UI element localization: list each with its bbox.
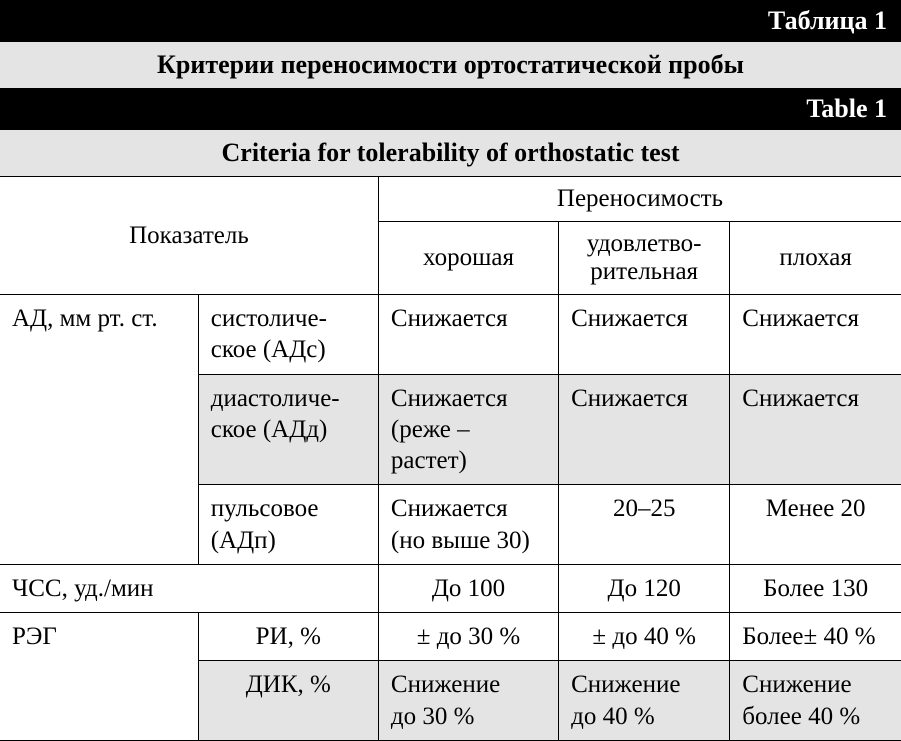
sub-label: систоличе-ское (АДс) [198,295,378,375]
cell-poor: Снижениеболее 40 % [730,661,901,741]
table-row: АД, мм рт. ст. систоличе-ское (АДс) Сниж… [0,295,901,375]
header-good: хорошая [378,222,558,295]
table-row: ЧСС, уд./мин До 100 До 120 Более 130 [0,564,901,612]
cell-good: До 100 [378,564,558,612]
cell-good: Снижениедо 30 % [378,661,558,741]
cell-sat: Снижениедо 40 % [559,661,730,741]
cell-sat: Снижается [559,295,730,375]
cell-sat: Снижается [559,374,730,485]
criteria-table: Таблица 1 Критерии переносимости ортоста… [0,0,901,741]
table-caption-ru: Критерии переносимости ортостатической п… [0,42,901,88]
header-row-1: Показатель Переносимость [0,177,901,222]
group-label: АД, мм рт. ст. [0,295,198,565]
sub-label: ДИК, % [198,661,378,741]
group-label: РЭГ [0,613,198,741]
header-poor: плохая [730,222,901,295]
header-indicator: Показатель [0,177,378,295]
cell-poor: Менее 20 [730,485,901,565]
cell-sat: До 120 [559,564,730,612]
table-number-ru: Таблица 1 [0,0,901,42]
table-container: Таблица 1 Критерии переносимости ортоста… [0,0,901,741]
table-number-en: Table 1 [0,88,901,130]
caption-ru-row: Критерии переносимости ортостатической п… [0,42,901,88]
band-ru: Таблица 1 [0,0,901,42]
cell-good: Снижается(но выше 30) [378,485,558,565]
cell-sat: ± до 40 % [559,613,730,661]
cell-poor: Снижается [730,374,901,485]
cell-poor: Снижается [730,295,901,375]
band-en: Table 1 [0,88,901,130]
cell-poor: Более 130 [730,564,901,612]
cell-sat: 20–25 [559,485,730,565]
group-label: ЧСС, уд./мин [0,564,378,612]
table-caption-en: Criteria for tolerability of orthostatic… [0,130,901,177]
sub-label: РИ, % [198,613,378,661]
cell-good: Снижается [378,295,558,375]
header-satisfactory: удовлетво-рительная [559,222,730,295]
sub-label: диастоличе-ское (АДд) [198,374,378,485]
sub-label: пульсовое(АДп) [198,485,378,565]
header-tolerability: Переносимость [378,177,901,222]
cell-poor: Более± 40 % [730,613,901,661]
table-row: РЭГ РИ, % ± до 30 % ± до 40 % Более± 40 … [0,613,901,661]
caption-en-row: Criteria for tolerability of orthostatic… [0,130,901,177]
cell-good: Снижается(реже –растет) [378,374,558,485]
cell-good: ± до 30 % [378,613,558,661]
